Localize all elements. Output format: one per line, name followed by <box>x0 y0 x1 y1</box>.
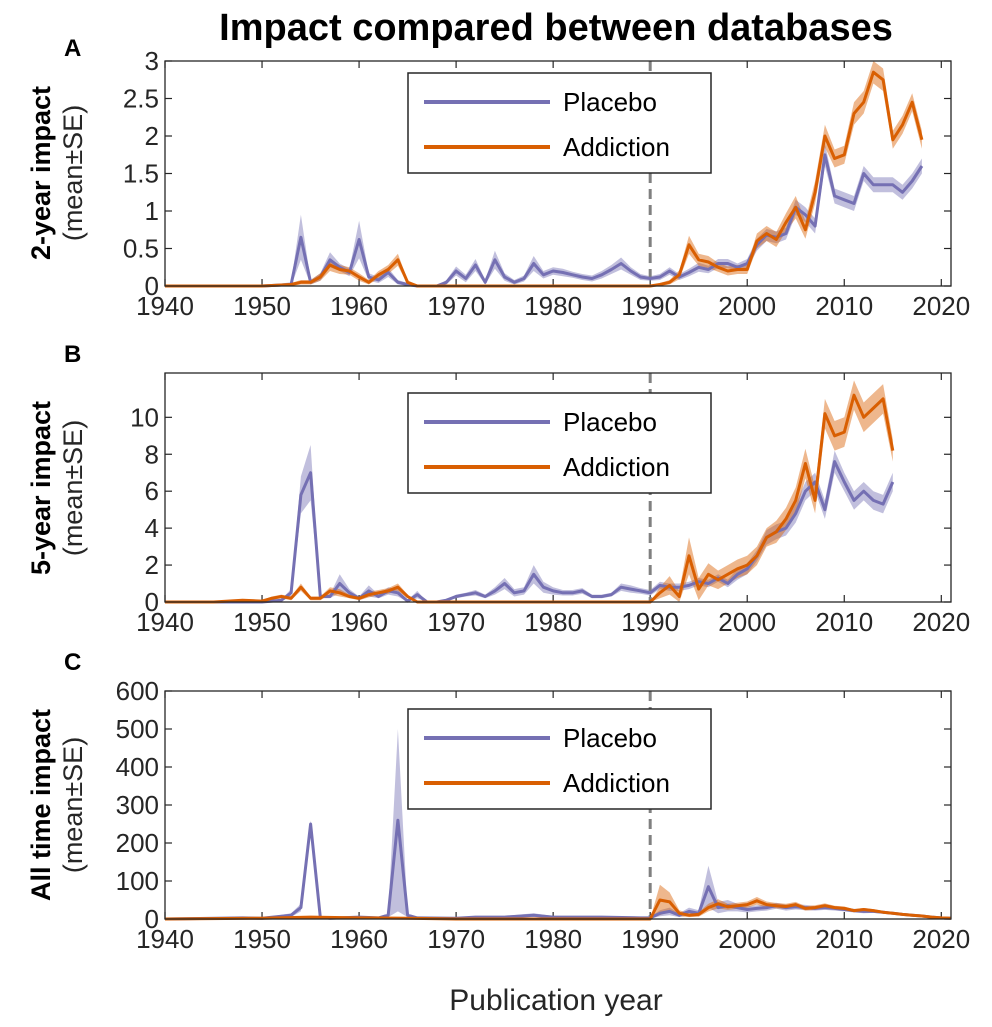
panel-a-ytick-label: 0 <box>145 271 159 301</box>
panel-a-ylabel-main: 2-year impact <box>26 86 56 260</box>
panel-a-axes-frame <box>164 60 952 287</box>
panel-b-ticks: 1940 1950 1960 1970 1980 1990 2000 2010 2020 0 2 4 6… <box>130 373 970 637</box>
panel-a-series-lines <box>165 70 924 288</box>
panel-a-ytick-label: 1.5 <box>123 159 159 189</box>
panel-c-ytick-label: 100 <box>116 866 159 896</box>
panel-b-ytick-label: 0 <box>145 587 159 617</box>
panel-a-xtick-label: 1950 <box>233 291 291 321</box>
panel-b-ytick-label: 6 <box>145 476 159 506</box>
panel-a-xtick-label: 2020 <box>912 291 970 321</box>
panel-c-se-band-addiction <box>165 884 951 919</box>
panel-c-xtick-label: 1990 <box>621 924 679 954</box>
panel-a-line-addiction <box>165 70 924 288</box>
panel-c-xtick-label: 1940 <box>136 924 194 954</box>
panel-b-xtick-label: 2020 <box>912 607 970 637</box>
panel-c-xtick-label: 1960 <box>330 924 388 954</box>
panel-c-legend-box <box>407 708 712 810</box>
panel-a-se-band-placebo <box>165 143 922 286</box>
panel-a-ytick-label: 0.5 <box>123 234 159 264</box>
panel-c-xtick-label: 2020 <box>912 924 970 954</box>
panel-a-ytick-label: 3 <box>145 46 159 76</box>
panel-c-ytick-label: 600 <box>116 676 159 706</box>
panel-a-xtick-label: 1980 <box>524 291 582 321</box>
panel-c-legend-label-addiction: Addiction <box>563 768 670 798</box>
panel-b-xtick-label: 1950 <box>233 607 291 637</box>
panel-c-xtick-label: 1970 <box>427 924 485 954</box>
panel-c-ylabel-sub: (mean±SE) <box>58 737 88 873</box>
panel-a-ytick-label: 2.5 <box>123 84 159 114</box>
panel-c-ticks: 1940 1950 1960 1970 1980 1990 2000 2010 2020 0 100… <box>116 676 971 954</box>
panel-b-legend-label-addiction: Addiction <box>563 452 670 482</box>
panel-c-xtick-label: 2010 <box>815 924 873 954</box>
figure-title: Impact compared between databases <box>219 7 893 49</box>
panel-a-legend: Placebo Addiction <box>407 72 712 174</box>
panel-c-series-lines <box>164 818 952 921</box>
panel-b-xtick-label: 2000 <box>718 607 776 637</box>
panel-b-legend-box <box>407 392 712 494</box>
panel-a-se-bands <box>165 61 922 286</box>
panel-c-ytick-label: 200 <box>116 828 159 858</box>
panel-a-ytick-label: 2 <box>145 121 159 151</box>
panel-b: B 5-year impact (mean±SE) 1940 1950 1960 19… <box>26 341 970 637</box>
panel-b-xtick-label: 2010 <box>815 607 873 637</box>
panel-a-legend-label-addiction: Addiction <box>563 132 670 162</box>
panel-b-xtick-label: 1980 <box>524 607 582 637</box>
panel-b-xtick-label: 1970 <box>427 607 485 637</box>
panel-b-ylabel-sub: (mean±SE) <box>58 420 88 556</box>
panel-c-legend: Placebo Addiction <box>407 708 712 810</box>
panel-label-c: C <box>64 649 81 676</box>
panel-c-ytick-label: 500 <box>116 714 159 744</box>
panel-b-series-lines <box>165 393 895 604</box>
panel-b-line-addiction <box>165 393 895 604</box>
panel-a-xtick-label: 2010 <box>815 291 873 321</box>
panel-c-xtick-label: 1950 <box>233 924 291 954</box>
panel-b-ytick-label: 2 <box>145 550 159 580</box>
panel-c-xtick-label: 1980 <box>524 924 582 954</box>
panel-c-ytick-label: 0 <box>145 904 159 934</box>
panel-a-xtick-label: 1970 <box>427 291 485 321</box>
panel-c: C All time impact (mean±SE) 1940 1950 1960… <box>26 649 970 954</box>
panel-c-line-placebo <box>164 818 952 921</box>
panel-b-xtick-label: 1990 <box>621 607 679 637</box>
panel-c-ytick-label: 400 <box>116 752 159 782</box>
panel-c-axes-frame <box>164 690 952 920</box>
panel-a-xtick-label: 2000 <box>718 291 776 321</box>
panel-b-legend: Placebo Addiction <box>407 392 712 494</box>
panel-c-xtick-label: 2000 <box>718 924 776 954</box>
panel-b-xtick-label: 1960 <box>330 607 388 637</box>
panel-a-ytick-label: 1 <box>145 196 159 226</box>
panel-b-ytick-label: 10 <box>130 402 159 432</box>
panel-b-legend-label-placebo: Placebo <box>563 407 657 437</box>
panel-a-xtick-label: 1960 <box>330 291 388 321</box>
panel-label-a: A <box>64 35 81 62</box>
panel-b-ytick-label: 8 <box>145 439 159 469</box>
panel-a-xtick-label: 1940 <box>136 291 194 321</box>
panel-a-xtick-label: 1990 <box>621 291 679 321</box>
panel-c-legend-label-placebo: Placebo <box>563 723 657 753</box>
panel-c-ylabel-main: All time impact <box>26 709 56 901</box>
panel-b-xtick-label: 1940 <box>136 607 194 637</box>
panel-b-ylabel-main: 5-year impact <box>26 401 56 575</box>
panel-a-ylabel-sub: (mean±SE) <box>58 105 88 241</box>
panel-b-ytick-label: 4 <box>145 513 159 543</box>
panel-a-legend-box <box>407 72 712 174</box>
panel-a: A 2-year impact (mean±SE) 1940 1950 1960 19… <box>26 35 970 321</box>
panel-c-ytick-label: 300 <box>116 790 159 820</box>
x-axis-label: Publication year <box>449 984 662 1017</box>
panel-b-axes-frame <box>164 372 952 603</box>
panel-a-ticks: 1940 1950 1960 1970 1980 1990 2000 2010 2020 0 0.5… <box>123 46 970 321</box>
panel-a-legend-label-placebo: Placebo <box>563 87 657 117</box>
panel-label-b: B <box>64 341 81 368</box>
